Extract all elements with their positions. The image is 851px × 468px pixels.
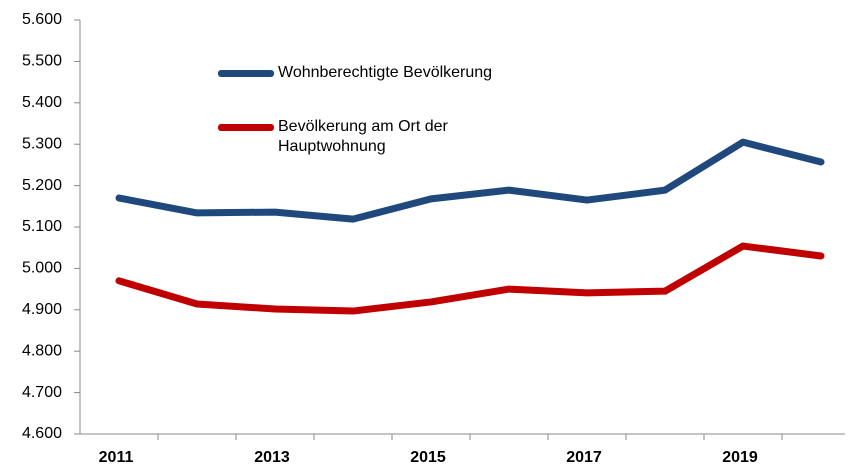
- legend-swatch: [218, 70, 274, 77]
- y-tick-label: 5.200: [22, 177, 62, 194]
- legend-entry: Bevölkerung am Ort der Hauptwohnung: [218, 117, 518, 157]
- y-tick-label: 5.600: [22, 11, 62, 28]
- legend-swatch: [218, 124, 274, 131]
- y-tick-label: 4.700: [22, 384, 62, 401]
- data-line: [115, 138, 825, 223]
- x-tick-label: 2017: [566, 449, 602, 466]
- legend-label: Wohnberechtigte Bevölkerung: [278, 64, 493, 81]
- y-tick-label: 4.600: [22, 425, 62, 442]
- x-tick-label: 2015: [410, 449, 446, 466]
- x-tick-label: 2011: [99, 449, 134, 466]
- legend-entry: Wohnberechtigte Bevölkerung: [218, 63, 518, 83]
- y-tick-label: 5.100: [22, 218, 62, 235]
- y-tick-label: 5.300: [22, 135, 62, 152]
- legend-label: Bevölkerung am Ort der Hauptwohnung: [278, 118, 448, 155]
- y-tick-label: 4.900: [22, 301, 62, 318]
- y-tick-label: 4.800: [22, 342, 62, 359]
- y-tick-label: 5.000: [22, 260, 62, 277]
- y-tick-label: 5.500: [22, 53, 62, 70]
- data-line: [115, 242, 825, 315]
- x-tick-label: 2013: [254, 449, 290, 466]
- y-tick-label: 5.400: [22, 94, 62, 111]
- x-tick-label: 2019: [722, 449, 758, 466]
